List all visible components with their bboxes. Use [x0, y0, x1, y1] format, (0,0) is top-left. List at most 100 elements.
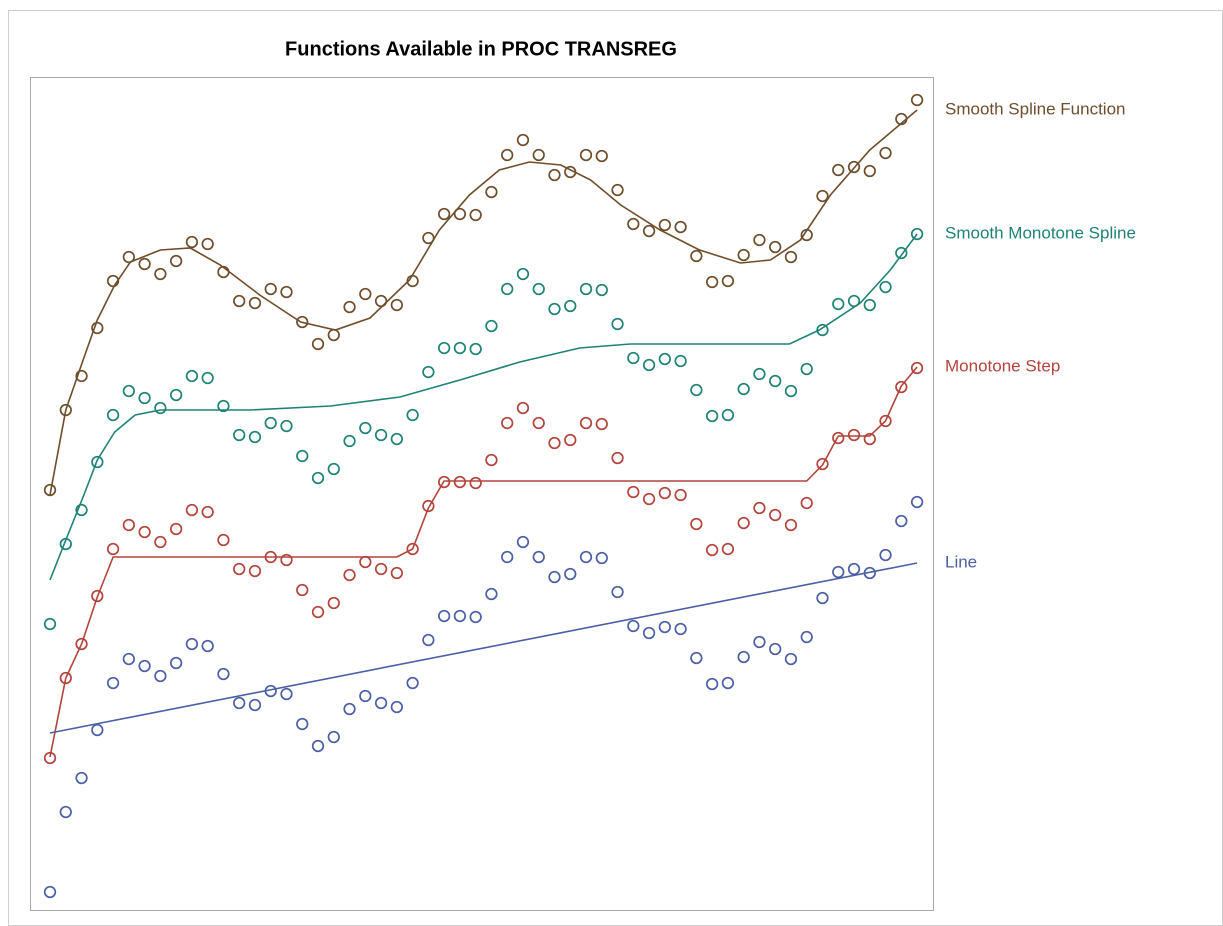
- point: [169, 522, 183, 536]
- point: [106, 542, 120, 556]
- point: [485, 453, 498, 467]
- point: [579, 416, 593, 430]
- page-frame: [8, 10, 1223, 926]
- point: [43, 885, 57, 899]
- point: [863, 298, 876, 312]
- point: [705, 677, 719, 691]
- point: [548, 302, 561, 316]
- point: [658, 620, 671, 634]
- chart-title: Functions Available in PROC TRANSREG: [285, 38, 677, 60]
- point: [359, 555, 372, 569]
- point: [422, 633, 435, 647]
- point: [390, 700, 403, 714]
- point: [453, 609, 467, 623]
- point: [359, 287, 372, 301]
- point: [579, 550, 593, 564]
- point: [642, 358, 656, 372]
- point: [422, 365, 435, 379]
- point: [91, 723, 104, 737]
- point: [217, 399, 230, 413]
- point: [75, 637, 88, 651]
- point: [217, 533, 230, 547]
- point: [59, 537, 72, 551]
- point: [138, 391, 151, 405]
- point: [43, 751, 57, 765]
- point: [390, 566, 403, 580]
- point: [296, 449, 309, 463]
- point: [895, 514, 908, 528]
- point: [233, 562, 246, 576]
- point: [721, 676, 735, 690]
- point: [769, 508, 782, 522]
- point: [532, 416, 545, 430]
- point: [501, 148, 514, 162]
- series-label: Smooth Monotone Spline: [945, 223, 1136, 242]
- point: [437, 207, 451, 221]
- point: [705, 409, 719, 423]
- series-label: Line: [945, 552, 977, 571]
- point: [91, 321, 104, 335]
- point: [816, 189, 829, 203]
- point: [311, 739, 325, 753]
- point: [753, 367, 766, 381]
- point: [784, 250, 798, 264]
- point: [280, 687, 293, 701]
- point: [879, 280, 892, 294]
- point: [800, 228, 813, 242]
- point: [595, 283, 608, 297]
- point: [106, 274, 120, 288]
- point: [343, 702, 356, 716]
- point: [564, 433, 577, 447]
- point: [769, 240, 782, 254]
- point: [611, 585, 624, 599]
- point: [201, 371, 214, 385]
- plot-frame: [30, 77, 934, 911]
- point: [248, 564, 262, 578]
- point: [721, 542, 735, 556]
- point: [627, 217, 640, 231]
- point: [674, 622, 687, 636]
- point: [469, 208, 482, 222]
- point: [769, 374, 782, 388]
- point: [658, 352, 671, 366]
- point: [264, 416, 277, 430]
- point: [674, 354, 687, 368]
- point: [721, 408, 735, 422]
- point: [690, 249, 703, 263]
- point: [422, 231, 435, 245]
- point: [406, 676, 419, 690]
- point: [217, 667, 230, 681]
- point: [327, 328, 340, 342]
- point: [674, 488, 687, 502]
- point: [705, 275, 719, 289]
- point: [847, 428, 861, 442]
- point: [233, 428, 246, 442]
- point: [895, 112, 908, 126]
- point: [154, 535, 167, 549]
- point: [469, 342, 482, 356]
- point: [374, 696, 388, 710]
- point: [879, 414, 892, 428]
- point: [863, 164, 876, 178]
- point: [280, 419, 293, 433]
- point: [737, 248, 750, 262]
- point: [532, 148, 545, 162]
- point: [721, 274, 735, 288]
- point: [548, 436, 561, 450]
- point: [611, 317, 624, 331]
- point: [75, 369, 88, 383]
- point: [501, 416, 514, 430]
- point: [863, 566, 876, 580]
- point: [59, 403, 72, 417]
- point: [910, 495, 924, 509]
- point: [784, 652, 798, 666]
- point: [122, 384, 135, 398]
- point: [784, 518, 798, 532]
- point: [516, 401, 530, 415]
- point: [595, 149, 608, 163]
- point: [800, 362, 813, 376]
- point: [516, 535, 530, 549]
- point: [296, 717, 309, 731]
- point: [816, 457, 829, 471]
